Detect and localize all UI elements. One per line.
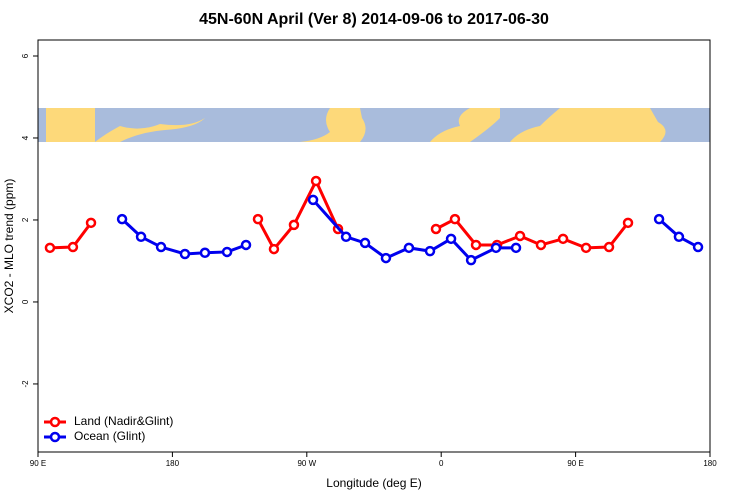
x-tick-label: 0	[439, 459, 444, 468]
point	[603, 241, 615, 253]
point	[307, 194, 319, 206]
point	[430, 223, 442, 235]
chart-title: 45N-60N April (Ver 8) 2014-09-06 to 2017…	[199, 11, 549, 28]
point	[135, 231, 147, 243]
legend-marker	[49, 416, 61, 428]
point	[514, 230, 526, 242]
point	[653, 213, 665, 225]
y-tick-label: 4	[21, 135, 30, 140]
point	[221, 246, 233, 258]
x-tick-label: 180	[166, 459, 180, 468]
y-tick-label: 0	[21, 299, 30, 304]
point	[288, 219, 300, 231]
y-tick-label: -2	[21, 380, 30, 388]
point	[44, 242, 56, 254]
point	[155, 241, 167, 253]
legend-marker	[49, 431, 61, 443]
point	[470, 239, 482, 251]
point	[252, 213, 264, 225]
y-axis-label: XCO2 - MLO trend (ppm)	[2, 179, 16, 314]
point	[240, 239, 252, 251]
x-axis-label: Longitude (deg E)	[326, 476, 421, 490]
point	[268, 243, 280, 255]
point	[67, 241, 79, 253]
point	[535, 239, 547, 251]
x-tick-label: 90 E	[567, 459, 583, 468]
y-tick-label: 2	[21, 217, 30, 222]
x-tick-label: 90 W	[297, 459, 316, 468]
x-tick-label: 90 E	[30, 459, 46, 468]
legend-label: Ocean (Glint)	[74, 429, 145, 443]
point	[179, 248, 191, 260]
point	[580, 242, 592, 254]
point	[359, 237, 371, 249]
point	[116, 213, 128, 225]
plot-frame	[37, 39, 711, 453]
point	[340, 231, 352, 243]
point	[380, 252, 392, 264]
point	[403, 242, 415, 254]
point	[465, 254, 477, 266]
point	[510, 242, 522, 254]
legend-label: Land (Nadir&Glint)	[74, 414, 173, 428]
point	[445, 233, 457, 245]
point	[424, 245, 436, 257]
x-tick-label: 180	[703, 459, 717, 468]
point	[85, 217, 97, 229]
point	[449, 213, 461, 225]
point	[692, 241, 704, 253]
point	[490, 242, 502, 254]
point	[557, 233, 569, 245]
map-band	[38, 108, 710, 142]
point	[622, 217, 634, 229]
point	[310, 175, 322, 187]
y-tick-label: 6	[21, 53, 30, 58]
point	[199, 247, 211, 259]
point	[673, 231, 685, 243]
